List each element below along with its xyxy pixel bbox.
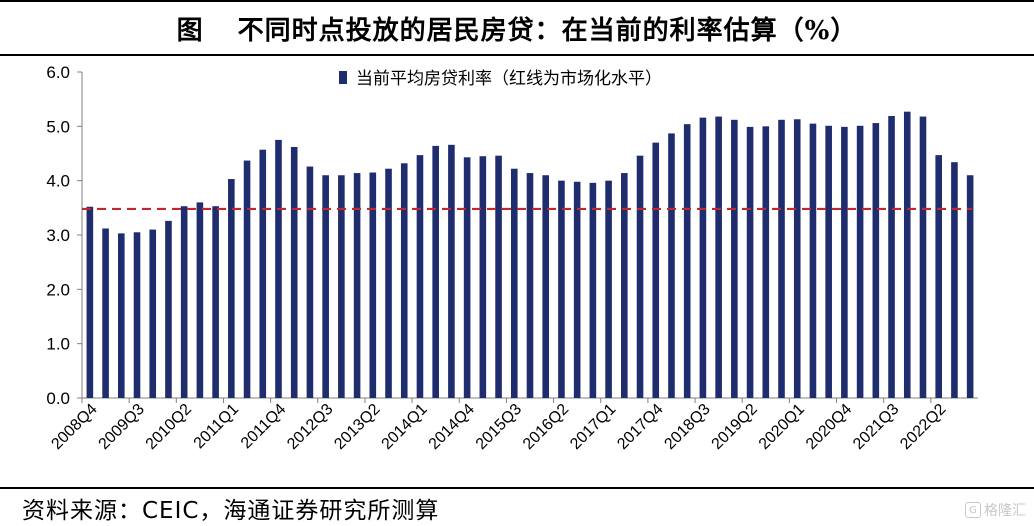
bar <box>165 220 172 398</box>
bar <box>228 179 235 398</box>
bar <box>385 168 392 398</box>
bar <box>542 175 550 398</box>
bar <box>259 149 267 398</box>
y-tick-label: 0.0 <box>46 389 70 408</box>
bar <box>636 155 644 398</box>
bar <box>872 123 880 398</box>
y-tick-label: 1.0 <box>46 335 70 354</box>
bar <box>275 139 282 398</box>
bar <box>903 111 911 398</box>
bar <box>809 123 817 398</box>
x-tick-label: 2017Q1 <box>567 401 619 453</box>
bar <box>86 206 94 398</box>
x-tick-label: 2011Q4 <box>238 401 290 453</box>
x-tick-label: 2021Q3 <box>850 401 902 453</box>
footer: 资料来源：CEIC，海通证券研究所测算 <box>0 487 1034 526</box>
bar <box>369 172 377 398</box>
x-tick-label: 2022Q2 <box>897 401 949 453</box>
bar <box>306 166 314 398</box>
bar <box>699 117 707 398</box>
bar <box>463 157 471 398</box>
x-tick-label: 2011Q1 <box>191 401 243 453</box>
y-tick-label: 2.0 <box>46 280 70 299</box>
bar <box>573 181 581 398</box>
x-tick-label: 2009Q3 <box>96 401 148 453</box>
bar <box>793 119 801 398</box>
x-tick-label: 2020Q1 <box>756 401 808 453</box>
bar <box>888 116 895 398</box>
bar <box>353 173 361 398</box>
x-tick-label: 2016Q2 <box>520 401 572 453</box>
bar <box>180 206 188 398</box>
bar <box>243 160 251 398</box>
bar <box>856 125 864 398</box>
bar <box>762 126 770 398</box>
y-tick-label: 4.0 <box>46 172 70 191</box>
bar <box>400 163 408 398</box>
bar <box>495 155 502 398</box>
bar <box>416 155 424 398</box>
bar <box>102 228 109 398</box>
bar <box>951 162 958 398</box>
bar <box>290 146 298 398</box>
bar <box>212 206 219 398</box>
bar <box>919 116 927 398</box>
bar <box>966 175 974 398</box>
figure-label: 图 <box>176 15 204 46</box>
legend-label: 当前平均房贷利率（红线为市场化水平） <box>356 69 662 89</box>
bar <box>778 119 785 399</box>
bar <box>558 180 565 398</box>
bar <box>338 175 345 398</box>
chart-title: 不同时点投放的居民房贷：在当前的利率估算（%） <box>237 15 858 46</box>
bar <box>510 168 518 398</box>
x-tick-label: 2014Q4 <box>426 401 478 453</box>
x-tick-label: 2015Q3 <box>473 401 525 453</box>
bar <box>825 125 832 398</box>
bar <box>668 133 675 398</box>
x-tick-label: 2020Q4 <box>803 401 855 453</box>
bar-chart: 0.01.02.03.04.05.06.02008Q42009Q32010Q22… <box>46 63 978 453</box>
legend-swatch <box>339 71 347 84</box>
bar <box>621 173 628 398</box>
y-tick-label: 3.0 <box>46 226 70 245</box>
legend: 当前平均房贷利率（红线为市场化水平） <box>339 69 662 89</box>
bar <box>448 144 455 398</box>
watermark: G 格隆汇 <box>965 500 1026 520</box>
source-note: 资料来源：CEIC，海通证券研究所测算 <box>22 497 440 524</box>
bar <box>731 119 738 399</box>
bar <box>715 116 722 398</box>
chart-title-bar: 图 不同时点投放的居民房贷：在当前的利率估算（%） <box>0 0 1034 56</box>
x-tick-label: 2013Q2 <box>331 401 383 453</box>
y-tick-label: 5.0 <box>46 117 70 136</box>
bar <box>196 202 204 398</box>
x-tick-label: 2017Q4 <box>614 401 666 453</box>
bar <box>652 142 660 398</box>
bar <box>746 126 754 399</box>
x-tick-label: 2014Q1 <box>379 401 431 453</box>
bar <box>589 182 597 398</box>
y-tick-label: 6.0 <box>46 63 70 82</box>
bar <box>526 173 534 398</box>
bar <box>149 229 157 398</box>
bar <box>479 156 487 398</box>
bar <box>133 232 141 398</box>
x-tick-label: 2018Q3 <box>661 401 713 453</box>
bar <box>117 233 125 398</box>
bar <box>605 180 612 398</box>
x-tick-label: 2012Q3 <box>284 401 336 453</box>
bars-layer <box>86 111 974 399</box>
bar <box>683 124 691 398</box>
x-tick-label: 2010Q2 <box>143 401 195 453</box>
bar <box>841 126 848 399</box>
x-tick-label: 2019Q2 <box>709 401 761 453</box>
bar <box>432 145 439 398</box>
x-tick-label: 2008Q4 <box>48 401 100 453</box>
bar <box>935 155 943 398</box>
bar <box>322 175 329 398</box>
watermark-text: 格隆汇 <box>984 503 1026 519</box>
watermark-logo-icon: G <box>965 502 981 518</box>
